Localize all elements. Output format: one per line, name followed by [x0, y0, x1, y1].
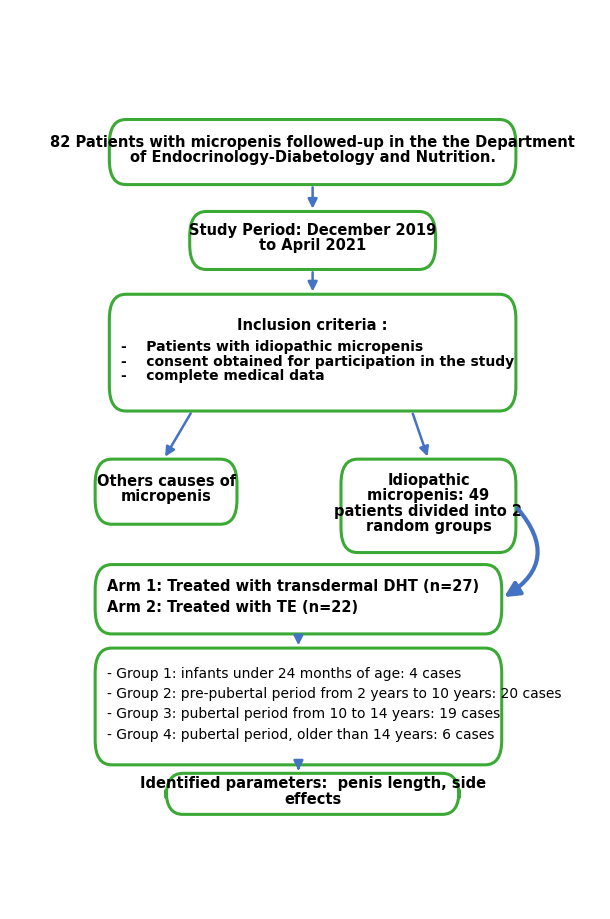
Text: Identified parameters:  penis length, side: Identified parameters: penis length, sid…: [140, 777, 486, 791]
Text: Idiopathic: Idiopathic: [387, 473, 470, 488]
Text: Study Period: December 2019: Study Period: December 2019: [189, 223, 436, 238]
Text: Arm 1: Treated with transdermal DHT (n=27): Arm 1: Treated with transdermal DHT (n=2…: [107, 579, 479, 594]
Text: 82 Patients with micropenis followed-up in the the Department: 82 Patients with micropenis followed-up …: [50, 135, 575, 150]
FancyBboxPatch shape: [190, 211, 436, 269]
FancyBboxPatch shape: [166, 773, 459, 814]
Text: Others causes of: Others causes of: [96, 474, 235, 489]
Text: - Group 3: pubertal period from 10 to 14 years: 19 cases: - Group 3: pubertal period from 10 to 14…: [107, 708, 500, 721]
FancyBboxPatch shape: [95, 648, 501, 765]
Text: to April 2021: to April 2021: [259, 238, 366, 254]
FancyArrowPatch shape: [508, 508, 537, 595]
Text: - Group 4: pubertal period, older than 14 years: 6 cases: - Group 4: pubertal period, older than 1…: [107, 728, 494, 742]
Text: random groups: random groups: [365, 519, 492, 534]
Text: micropenis: 49: micropenis: 49: [367, 489, 489, 504]
Text: - Group 2: pre-pubertal period from 2 years to 10 years: 20 cases: - Group 2: pre-pubertal period from 2 ye…: [107, 687, 561, 701]
Text: patients divided into 2: patients divided into 2: [334, 504, 522, 518]
FancyBboxPatch shape: [95, 564, 501, 634]
FancyBboxPatch shape: [95, 460, 237, 524]
Text: Inclusion criteria :: Inclusion criteria :: [237, 318, 388, 333]
FancyBboxPatch shape: [109, 294, 516, 411]
FancyBboxPatch shape: [109, 119, 516, 185]
Text: -    consent obtained for participation in the study: - consent obtained for participation in …: [121, 355, 514, 369]
Text: Arm 2: Treated with TE (n=22): Arm 2: Treated with TE (n=22): [107, 600, 358, 615]
Text: micropenis: micropenis: [121, 490, 212, 505]
Text: -    complete medical data: - complete medical data: [121, 369, 325, 383]
Text: effects: effects: [284, 791, 341, 807]
FancyBboxPatch shape: [341, 460, 516, 552]
Text: - Group 1: infants under 24 months of age: 4 cases: - Group 1: infants under 24 months of ag…: [107, 667, 461, 681]
Text: -    Patients with idiopathic micropenis: - Patients with idiopathic micropenis: [121, 340, 423, 354]
Text: of Endocrinology-Diabetology and Nutrition.: of Endocrinology-Diabetology and Nutriti…: [129, 150, 495, 165]
